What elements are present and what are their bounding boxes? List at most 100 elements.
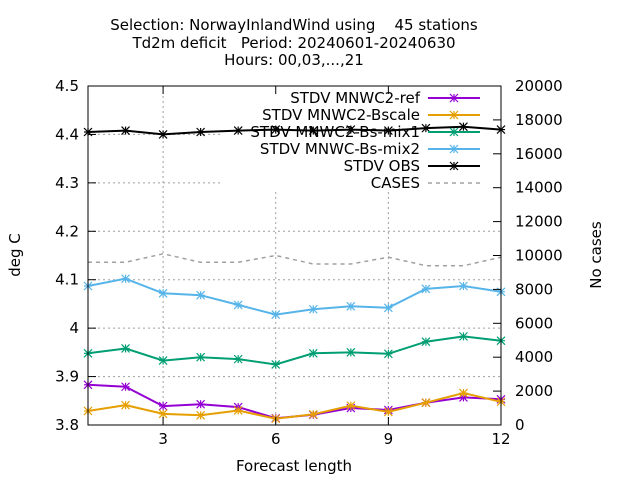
legend-marker	[449, 93, 459, 103]
series-point	[158, 288, 168, 298]
series-point	[271, 360, 281, 369]
series-point	[233, 354, 243, 364]
series-point	[308, 409, 318, 419]
y2-tick-label: 0	[515, 416, 525, 434]
y2-tick-label: 4000	[515, 348, 553, 366]
series-line	[87, 125, 502, 136]
series-point	[308, 304, 318, 314]
y2-tick-label: 2000	[515, 382, 553, 400]
series-point	[158, 409, 168, 419]
legend-label: STDV MNWC-Bs-mix2	[260, 140, 420, 158]
series-point	[121, 344, 130, 353]
series-point	[459, 331, 468, 341]
series-point	[233, 126, 243, 135]
legend-label: STDV OBS	[344, 157, 420, 175]
series-point	[346, 125, 356, 135]
chart-title: Selection: NorwayInlandWind using 45 sta…	[110, 16, 478, 69]
legend-label: STDV MNWC2-Bscale	[262, 106, 420, 124]
series-point	[459, 281, 468, 291]
legend-entry: STDV MNWC-Bs-mix2	[260, 140, 480, 158]
series-point	[196, 399, 206, 409]
series-point	[459, 388, 468, 398]
y2-tick-label: 14000	[515, 179, 563, 197]
x-tick-label: 9	[384, 430, 394, 448]
series-point	[383, 349, 393, 359]
series-point	[158, 356, 168, 366]
x-tick-label: 3	[158, 430, 168, 448]
series-point	[383, 126, 393, 135]
y-tick-label: 4.1	[55, 271, 79, 289]
legend-entry: CASES	[371, 174, 480, 192]
series-5	[88, 253, 502, 267]
series-line	[88, 253, 502, 267]
series-point	[196, 127, 206, 137]
series-point	[158, 401, 168, 411]
y-tick-label: 4.4	[55, 125, 79, 143]
legend-label: STDV MNWC2-Bs-mix1	[250, 123, 420, 141]
y2-axis-label: No cases	[587, 221, 605, 289]
series-point	[308, 348, 318, 358]
y2-tick-label: 16000	[515, 145, 563, 163]
y-tick-label: 3.9	[55, 368, 79, 386]
series-point	[121, 126, 130, 135]
series-point	[121, 274, 130, 284]
title-line-1: Selection: NorwayInlandWind using 45 sta…	[110, 16, 478, 34]
legend-marker	[449, 110, 459, 120]
series-point	[233, 300, 243, 310]
y-tick-label: 3.8	[55, 416, 79, 434]
series-point	[383, 303, 393, 313]
series-point	[421, 337, 431, 347]
series-point	[459, 122, 468, 132]
series-point	[421, 284, 431, 294]
legend-entry: STDV OBS	[344, 157, 480, 175]
series-3	[83, 274, 506, 320]
series-point	[383, 407, 393, 417]
title-line-2: Td2m deficit Period: 20240601-20240630	[131, 34, 455, 52]
x-tick-label: 12	[491, 430, 510, 448]
y-axis-label: deg C	[6, 233, 24, 277]
y2-tick-label: 18000	[515, 111, 563, 129]
legend-label: STDV MNWC2-ref	[290, 89, 420, 107]
series-point	[421, 398, 431, 408]
title-line-3: Hours: 00,03,...,21	[224, 51, 364, 69]
series-point	[271, 310, 281, 320]
series-point	[196, 290, 206, 300]
y-tick-label: 4.2	[55, 222, 79, 240]
series-point	[346, 401, 356, 411]
series-point	[196, 352, 206, 362]
legend-entry: STDV MNWC2-Bs-mix1	[250, 123, 480, 141]
y2-tick-label: 10000	[515, 247, 563, 265]
y-tick-label: 4	[69, 319, 79, 337]
series-point	[421, 123, 431, 133]
series-point	[158, 130, 168, 139]
y2-tick-label: 8000	[515, 280, 553, 298]
series-point	[121, 382, 130, 392]
series-line	[87, 335, 502, 366]
legend-marker	[449, 144, 459, 154]
y-tick-label: 4.3	[55, 174, 79, 192]
series-point	[233, 406, 243, 415]
y2-tick-label: 12000	[515, 213, 563, 231]
series-line	[87, 391, 502, 420]
series-point	[271, 125, 281, 135]
legend-marker	[449, 127, 459, 137]
series-point	[308, 126, 318, 135]
series-point	[346, 347, 356, 357]
y-tick-label: 4.5	[55, 77, 79, 95]
x-axis-label: Forecast length	[236, 457, 352, 475]
series-point	[121, 400, 130, 410]
legend-marker	[449, 161, 459, 171]
x-tick-label: 6	[271, 430, 281, 448]
y2-tick-label: 6000	[515, 314, 553, 332]
legend-entry: STDV MNWC2-Bscale	[262, 106, 480, 124]
series-line	[87, 277, 502, 316]
series-point	[196, 410, 206, 420]
legend-label: CASES	[371, 174, 420, 192]
axes: 3.8 3.9 4 4.1 4.2 4.3 4.4 4.5 3 6 9 12 0 2000 4000 6000…	[55, 77, 563, 448]
series-2	[83, 331, 506, 369]
y2-tick-label: 20000	[515, 77, 563, 95]
series-point	[346, 301, 356, 311]
